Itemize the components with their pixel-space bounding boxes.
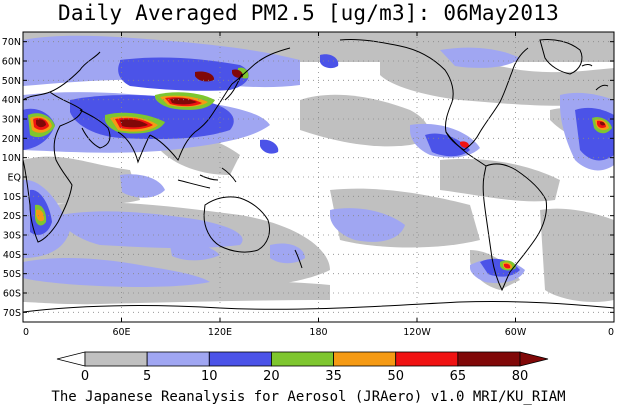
colorbar-segment — [395, 351, 459, 367]
lat-tick-label: 20S — [3, 211, 21, 222]
lat-axis: 70N 60N 50N 40N 30N 20N 10N EQ 10S 20S 30S 40S 50S 60… — [2, 37, 614, 319]
coastlines — [23, 39, 614, 313]
lat-tick-label: 40S — [3, 250, 21, 261]
colorbar-label: 80 — [512, 369, 529, 384]
lat-tick-label: 10S — [3, 192, 21, 203]
colorbar-segment — [146, 351, 210, 367]
lon-tick-label: 60W — [505, 327, 527, 338]
colorbar-label: 5 — [143, 369, 151, 384]
lat-tick-label: EQ — [8, 173, 21, 184]
colorbar-segment — [457, 351, 521, 367]
lat-tick-label: 60S — [3, 289, 21, 300]
colorbar-label: 65 — [450, 369, 467, 384]
lon-tick-label: 120W — [403, 327, 431, 338]
lon-tick-label: 120E — [208, 327, 232, 338]
lat-tick-label: 10N — [2, 153, 21, 164]
gridlines — [23, 32, 614, 322]
colorbar-segment — [84, 351, 148, 367]
colorbar-segment — [519, 351, 549, 367]
lat-tick-label: 50S — [3, 269, 21, 280]
map-title: Daily Averaged PM2.5 [ug/m3]: 06May2013 — [58, 1, 559, 25]
lon-tick-label: 0 — [23, 327, 29, 338]
lat-tick-label: 30S — [3, 231, 21, 242]
colorbar-label: 35 — [325, 369, 342, 384]
colorbar-label: 10 — [201, 369, 218, 384]
lon-axis: 0 60E 120E 180 120W 60W 0 — [22, 32, 615, 338]
colorbar-segment — [271, 351, 334, 367]
lat-tick-label: 20N — [2, 134, 21, 145]
colorbar-segment — [208, 351, 272, 367]
caption: The Japanese Reanalysis for Aerosol (JRA… — [51, 389, 566, 405]
colorbar-label: 0 — [81, 369, 89, 384]
colorbar-segment — [333, 351, 397, 367]
lat-tick-label: 30N — [2, 115, 21, 126]
colorbar-label: 20 — [263, 369, 280, 384]
colorbar-label: 50 — [387, 369, 404, 384]
lon-tick-label: 180 — [309, 327, 327, 338]
lat-tick-label: 60N — [2, 57, 21, 68]
lat-tick-label: 70S — [3, 308, 21, 319]
lat-tick-label: 40N — [2, 95, 21, 106]
colorbar-segment — [56, 351, 86, 367]
lat-tick-label: 50N — [2, 76, 21, 87]
colorbar: 0 5 10 20 35 50 65 80 — [56, 351, 549, 384]
lon-tick-label: 0 — [608, 327, 614, 338]
lon-tick-label: 60E — [112, 327, 130, 338]
lat-tick-label: 70N — [2, 37, 21, 48]
